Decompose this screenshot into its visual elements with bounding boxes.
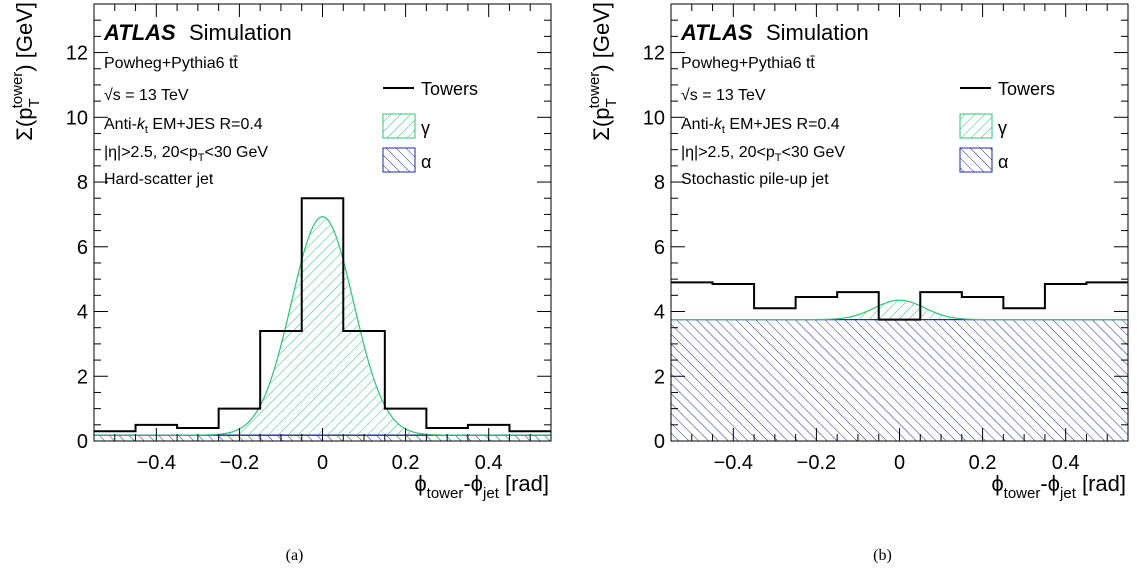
plot-area [671, 281, 1128, 441]
y-tick-label: 12 [66, 43, 88, 65]
jet-algorithm-label: Anti-kt EM+JES R=0.4 [681, 116, 840, 136]
jet-type-label: Stochastic pile-up jet [681, 171, 829, 188]
y-tick-label: 8 [77, 172, 88, 194]
x-tick-label: 0 [894, 452, 905, 474]
x-tick-label: 0.2 [392, 452, 420, 474]
y-tick-label: 8 [654, 172, 665, 194]
energy-label: √s = 13 TeV [681, 87, 766, 104]
energy-label: √s = 13 TeV [104, 87, 189, 104]
simulation-label: Simulation [189, 20, 292, 45]
legend: Towers γα [382, 79, 478, 173]
x-tick-label: −0.2 [797, 452, 836, 474]
x-tick-label: 0.4 [475, 452, 503, 474]
atlas-label: ATLAS [103, 20, 176, 45]
jet-type-label: Hard-scatter jet [104, 171, 214, 188]
y-tick-label: 6 [654, 237, 665, 259]
generator-label: Powheg+Pythia6 tt̄ [681, 55, 815, 72]
legend-alpha-swatch [382, 147, 416, 173]
simulation-label: Simulation [766, 20, 869, 45]
y-axis-label: Σ(pTtower) [GeV] [586, 2, 620, 141]
annotation-block: ATLAS Simulation Powheg+Pythia6 tt̄ √s = 13… [103, 20, 292, 188]
alpha-region [671, 319, 1128, 441]
panel-a: −0.4 −0.2 0 0.2 0.4 0 2 4 6 8 10 12 ϕtower-ϕjet [rad… [9, 2, 552, 564]
legend-alpha-label: α [998, 152, 1008, 172]
x-tick-label: 0.2 [969, 452, 997, 474]
kinematic-selection-label: |η|>2.5, 20<pT<30 GeV [681, 144, 845, 164]
y-tick-label: 2 [77, 366, 88, 388]
y-tick-label: 10 [66, 107, 88, 129]
x-tick-label: −0.4 [137, 452, 176, 474]
x-axis: −0.4 −0.2 0 0.2 0.4 [691, 4, 1108, 474]
x-axis-label: ϕtower-ϕjet [rad] [991, 471, 1126, 502]
y-axis: 0 2 4 6 8 10 12 [66, 3, 551, 453]
gamma-region [671, 300, 1128, 320]
x-axis: −0.4 −0.2 0 0.2 0.4 [114, 4, 531, 474]
gamma-curve [94, 216, 551, 436]
panel-caption: (a) [286, 547, 304, 564]
legend-towers-label: Towers [998, 79, 1055, 99]
gamma-region [94, 216, 551, 436]
gamma-curve [671, 299, 1128, 321]
x-tick-label: −0.4 [714, 452, 753, 474]
towers-histogram [671, 281, 1128, 321]
y-tick-label: 0 [77, 431, 88, 453]
plot-area [94, 197, 551, 441]
legend-gamma-label: γ [998, 118, 1007, 138]
legend-towers-label: Towers [421, 79, 478, 99]
y-tick-label: 6 [77, 237, 88, 259]
atlas-label: ATLAS [680, 20, 753, 45]
y-tick-label: 4 [77, 302, 88, 324]
x-tick-label: 0.4 [1052, 452, 1080, 474]
x-axis-label: ϕtower-ϕjet [rad] [414, 471, 549, 502]
panel-b: −0.4 −0.2 0 0.2 0.4 0 2 4 6 8 10 12 ϕtower-ϕjet [rad… [586, 2, 1129, 564]
legend: Towers γα [959, 79, 1055, 173]
panel-caption: (b) [873, 547, 892, 564]
legend-alpha-swatch [959, 147, 993, 173]
x-tick-label: 0 [317, 452, 328, 474]
y-axis: 0 2 4 6 8 10 12 [643, 3, 1128, 453]
y-tick-label: 12 [643, 43, 665, 65]
generator-label: Powheg+Pythia6 tt̄ [104, 55, 238, 72]
legend-gamma-label: γ [421, 118, 430, 138]
y-tick-label: 2 [654, 366, 665, 388]
towers-histogram [94, 197, 551, 433]
y-axis-label: Σ(pTtower) [GeV] [9, 2, 43, 141]
annotation-block: ATLAS Simulation Powheg+Pythia6 tt̄ √s = 13… [680, 20, 869, 188]
x-tick-label: −0.2 [220, 452, 259, 474]
y-tick-label: 0 [654, 431, 665, 453]
kinematic-selection-label: |η|>2.5, 20<pT<30 GeV [104, 144, 268, 164]
y-tick-label: 4 [654, 302, 665, 324]
legend-gamma-swatch [382, 113, 416, 139]
jet-algorithm-label: Anti-kt EM+JES R=0.4 [104, 116, 263, 136]
legend-gamma-swatch [959, 113, 993, 139]
legend-alpha-label: α [421, 152, 431, 172]
y-tick-label: 10 [643, 107, 665, 129]
